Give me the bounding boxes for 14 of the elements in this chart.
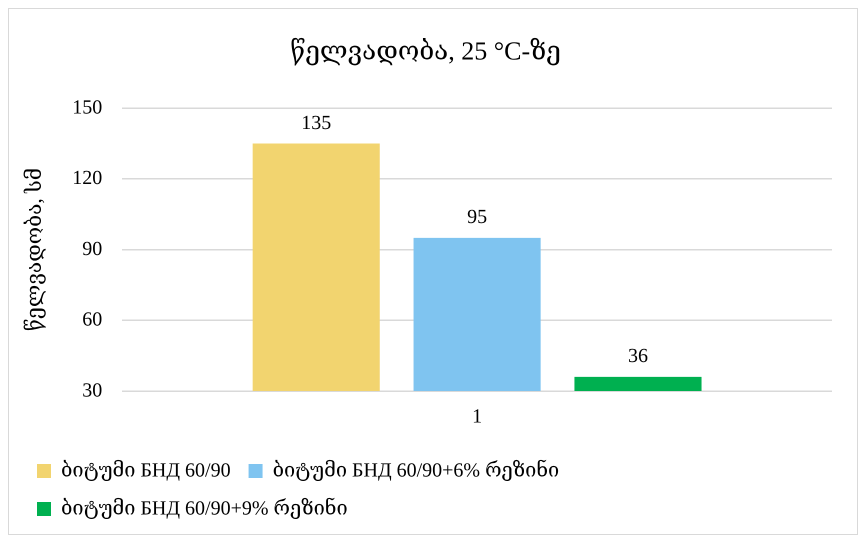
data-label: 36 xyxy=(628,345,648,368)
y-tick-label: 30 xyxy=(82,379,102,402)
legend-label: ბიტუმი БНД 60/90+6% რეზინი xyxy=(272,459,560,482)
y-tick-label: 120 xyxy=(72,167,102,190)
legend-label: ბიტუმი БНД 60/90+9% რეზინი xyxy=(61,497,348,520)
y-tick-label: 150 xyxy=(72,96,102,118)
data-label: 95 xyxy=(467,206,488,228)
data-label: 135 xyxy=(301,112,332,134)
legend-label: ბიტუმი БНД 60/90 xyxy=(61,459,231,482)
chart-title: წელვადობა, 25 °C-ზე xyxy=(290,36,561,66)
y-axis-title: წელვადობა, სმ xyxy=(22,168,46,332)
x-tick-label: 1 xyxy=(472,405,482,428)
y-tick-label: 90 xyxy=(82,238,102,260)
y-tick-label: 60 xyxy=(82,308,102,331)
